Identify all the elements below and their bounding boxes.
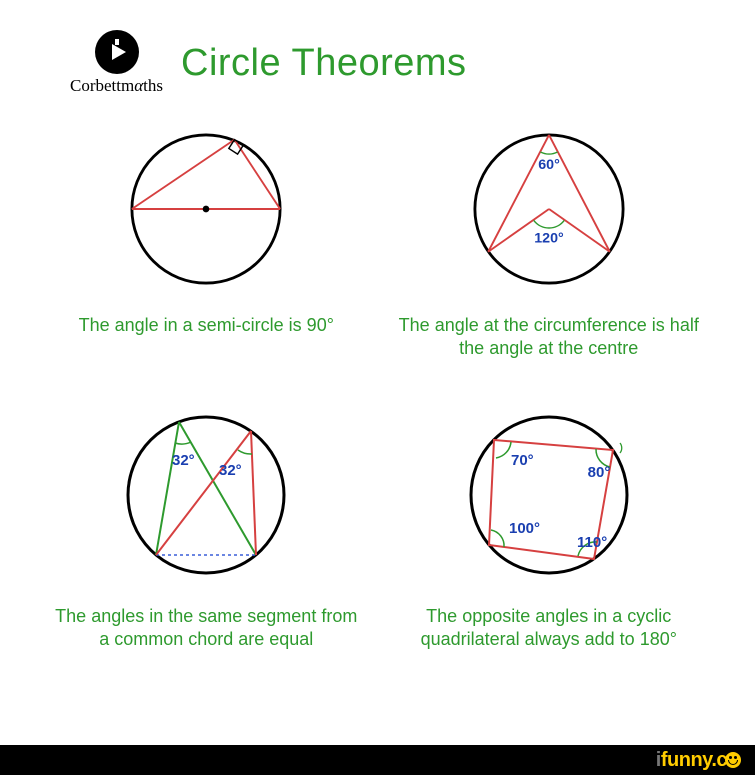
centre-diagram: 60° 120° bbox=[449, 114, 649, 304]
centre-dot bbox=[203, 206, 210, 213]
label-centre-angle: 120° bbox=[534, 230, 564, 246]
theorem-grid: The angle in a semi-circle is 90° 60° bbox=[40, 114, 715, 652]
caption-segment: The angles in the same segment from a co… bbox=[50, 605, 363, 652]
caption-centre: The angle at the circumference is half t… bbox=[393, 314, 706, 361]
brand-logo-icon bbox=[95, 30, 139, 74]
brand-name-alpha: α bbox=[134, 76, 143, 95]
panel-semicircle: The angle in a semi-circle is 90° bbox=[50, 114, 363, 371]
page-content: Corbettmαths Circle Theorems The ang bbox=[0, 0, 755, 745]
arc-bl bbox=[491, 530, 504, 547]
red-line-right bbox=[251, 431, 256, 555]
footer-watermark: ifunny.c bbox=[656, 749, 741, 772]
panel-cyclic: 70° 80° 100° 110° The opposite angles in… bbox=[393, 395, 706, 652]
label-angle-tr: 80° bbox=[587, 464, 610, 481]
label-angle-a: 32° bbox=[172, 452, 195, 469]
circle-outline bbox=[128, 417, 284, 573]
label-angle-br: 110° bbox=[577, 534, 607, 551]
footer-funny: funny bbox=[661, 749, 711, 771]
brand-name-prefix: Corbettm bbox=[70, 76, 134, 95]
arc-red-apex bbox=[238, 450, 252, 454]
cyclic-diagram: 70° 80° 100° 110° bbox=[449, 395, 649, 595]
arc-circumference bbox=[540, 152, 557, 154]
footer-bar: ifunny.c bbox=[0, 745, 755, 775]
panel-segment: 32° 32° The angles in the same segment f… bbox=[50, 395, 363, 652]
arc-tr-tick bbox=[620, 443, 622, 453]
label-angle-bl: 100° bbox=[509, 520, 540, 537]
chord-right bbox=[235, 140, 281, 209]
brand-name-suffix: ths bbox=[143, 76, 163, 95]
arc-green-apex bbox=[175, 442, 191, 444]
semicircle-diagram bbox=[106, 114, 306, 304]
red-line-left bbox=[156, 431, 251, 555]
page-title: Circle Theorems bbox=[181, 42, 467, 85]
arc-tl bbox=[496, 442, 511, 458]
label-angle-tl: 70° bbox=[511, 452, 534, 469]
caption-semicircle: The angle in a semi-circle is 90° bbox=[79, 314, 334, 337]
segment-diagram: 32° 32° bbox=[106, 395, 306, 595]
caption-cyclic: The opposite angles in a cyclic quadrila… bbox=[393, 605, 706, 652]
label-angle-b: 32° bbox=[219, 462, 242, 479]
arc-centre bbox=[534, 220, 564, 228]
smile-icon bbox=[725, 752, 741, 768]
green-line-left bbox=[156, 422, 179, 555]
chord-left bbox=[132, 140, 235, 209]
brand-block: Corbettmαths bbox=[70, 30, 163, 96]
panel-centre: 60° 120° The angle at the circumference … bbox=[393, 114, 706, 371]
brand-name: Corbettmαths bbox=[70, 76, 163, 96]
label-circumference-angle: 60° bbox=[538, 157, 560, 173]
header: Corbettmαths Circle Theorems bbox=[40, 30, 715, 96]
